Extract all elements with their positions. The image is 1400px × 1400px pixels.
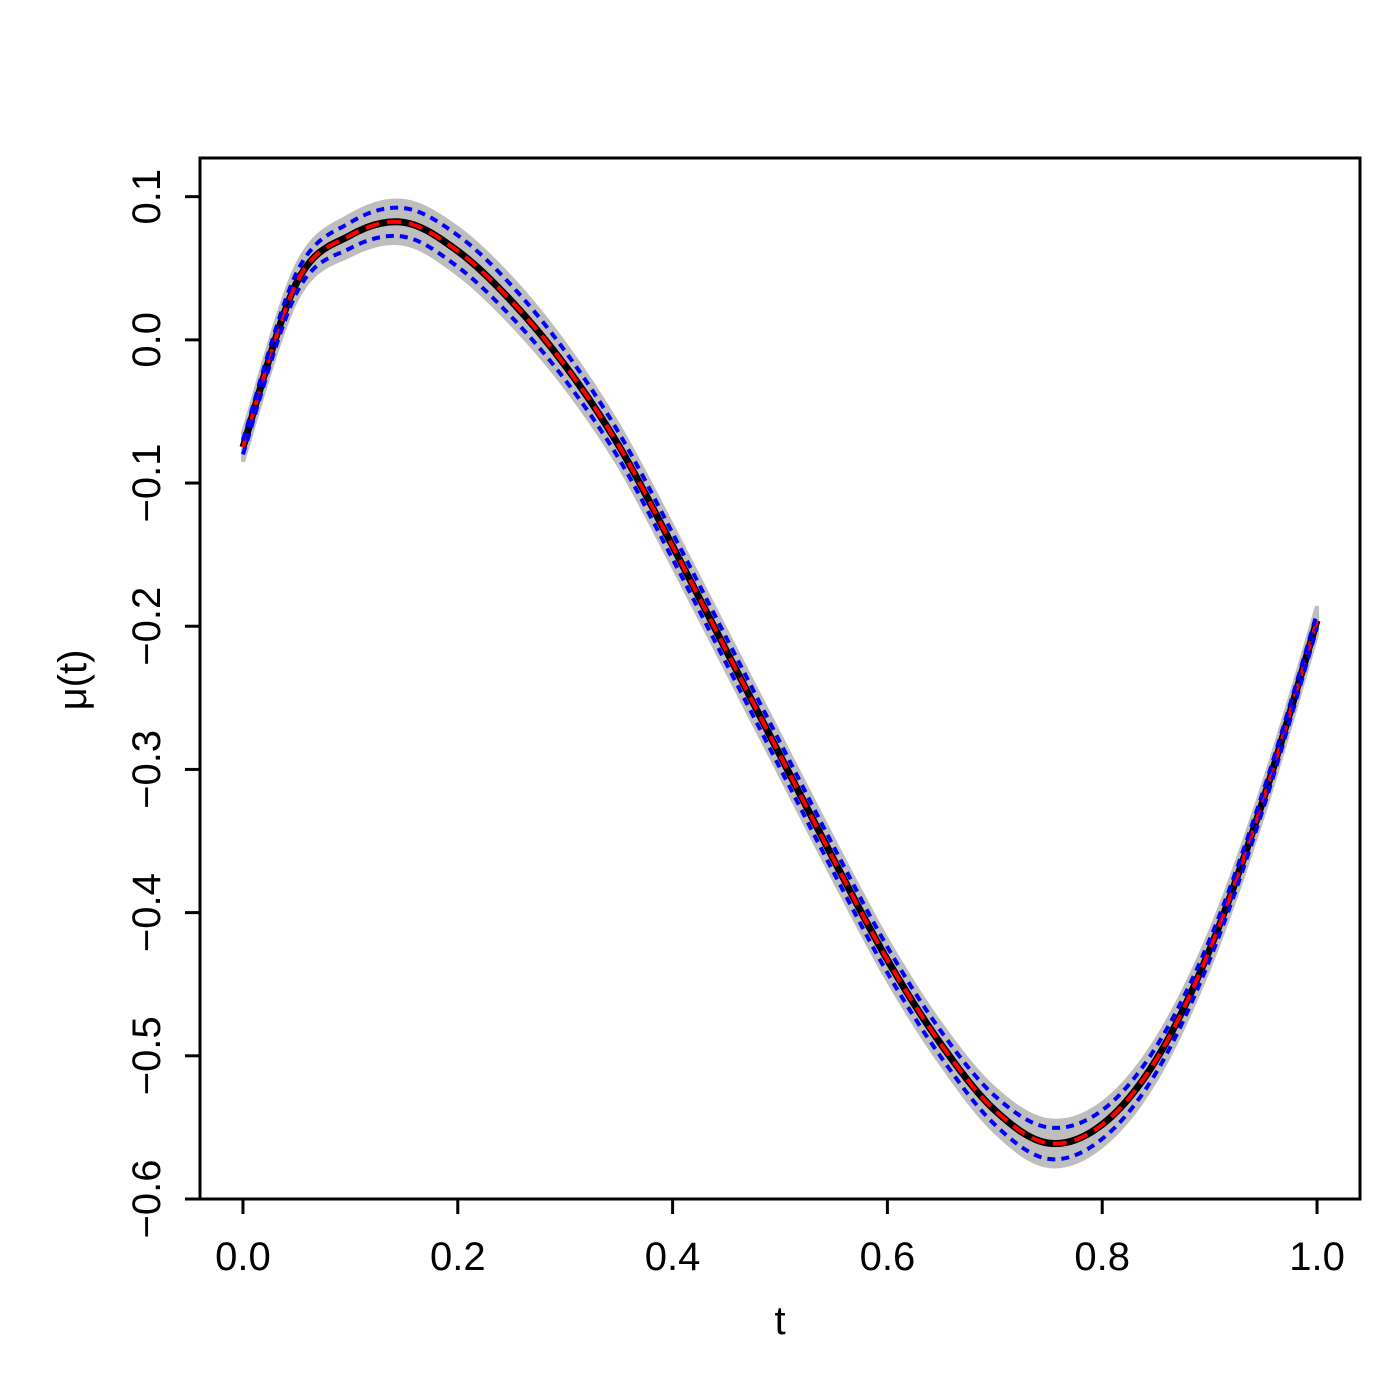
band-area bbox=[240, 198, 1320, 1169]
x-tick-label: 0.4 bbox=[645, 1235, 701, 1279]
x-tick-label: 1.0 bbox=[1289, 1235, 1345, 1279]
series-line bbox=[241, 233, 1319, 1162]
x-tick-label: 0.0 bbox=[215, 1235, 271, 1279]
x-tick-label: 0.8 bbox=[1074, 1235, 1130, 1279]
x-axis-label: t bbox=[774, 1299, 785, 1343]
x-tick-label: 0.6 bbox=[860, 1235, 916, 1279]
series-line bbox=[241, 205, 1319, 1130]
y-tick-label: 0.1 bbox=[125, 169, 169, 225]
series-line bbox=[239, 218, 1321, 1148]
y-tick-label: 0.0 bbox=[125, 312, 169, 368]
y-tick-label: −0.4 bbox=[125, 873, 169, 952]
series-line bbox=[241, 219, 1319, 1146]
y-axis-label: μ(t) bbox=[51, 650, 95, 711]
plot-frame bbox=[198, 156, 1362, 1201]
y-tick-label: −0.1 bbox=[125, 444, 169, 523]
y-tick-label: −0.2 bbox=[125, 587, 169, 666]
y-tick-label: −0.6 bbox=[125, 1160, 169, 1239]
x-tick-label: 0.2 bbox=[430, 1235, 486, 1279]
y-tick-label: −0.5 bbox=[125, 1016, 169, 1095]
y-tick-label: −0.3 bbox=[125, 730, 169, 809]
